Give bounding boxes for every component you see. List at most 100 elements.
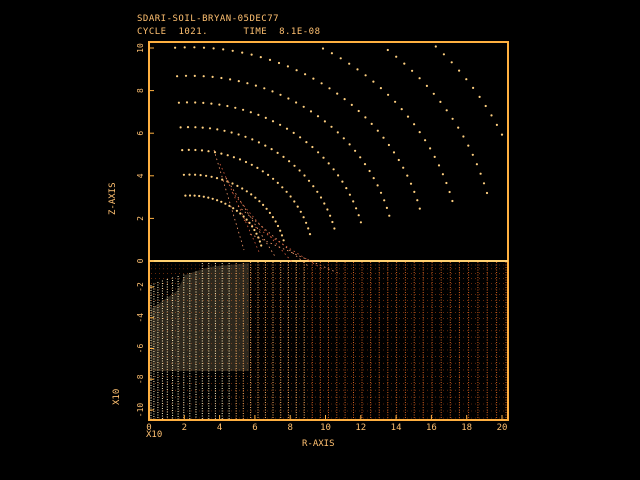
fluid-mesh-dot <box>232 156 235 159</box>
fluid-mesh-dot <box>210 175 213 178</box>
fluid-dot-field <box>174 45 504 275</box>
fluid-mesh-dot <box>268 211 271 214</box>
fluid-mesh-dot <box>388 214 391 217</box>
fluid-mesh-dot <box>281 186 284 189</box>
fluid-mesh-dot <box>223 129 226 132</box>
fluid-mesh-dot <box>383 199 386 202</box>
fluid-mesh-dot <box>232 207 235 210</box>
fluid-mesh-dot <box>200 149 204 152</box>
fluid-mesh-dot <box>251 225 254 228</box>
fluid-mesh-dot <box>226 154 229 157</box>
fluid-mesh-dot <box>230 131 233 134</box>
fluid-mesh-dot <box>451 117 454 120</box>
fluid-mesh-dot <box>181 149 184 152</box>
r-tick-label: 6 <box>252 423 257 433</box>
fluid-mesh-dot <box>429 147 432 150</box>
fluid-mesh-dot <box>312 77 315 80</box>
fluid-mesh-dot <box>354 149 357 152</box>
fluid-mesh-dot <box>355 207 358 210</box>
fluid-mesh-dot <box>211 197 214 200</box>
fluid-mesh-dot <box>411 69 414 72</box>
fluid-mesh-dot <box>213 151 217 154</box>
fluid-mesh-dot <box>403 62 406 65</box>
fluid-mesh-dot <box>425 84 428 87</box>
fluid-mesh-dot <box>457 126 460 129</box>
fluid-mesh-dot <box>336 131 339 134</box>
fluid-mesh-dot <box>202 195 205 198</box>
fluid-mesh-dot <box>434 45 437 48</box>
fluid-mesh-dot <box>263 87 266 90</box>
fluid-mesh-dot <box>376 129 379 132</box>
fluid-mesh-dot <box>448 190 451 194</box>
fluid-mesh-dot <box>184 74 188 77</box>
fluid-mesh-dot <box>364 74 367 77</box>
fluid-mesh-dot <box>194 173 197 176</box>
fluid-mesh-dot <box>277 61 281 65</box>
fluid-mesh-dot <box>292 131 295 134</box>
fluid-mesh-dot <box>479 172 482 175</box>
fluid-mesh-dot <box>235 209 238 212</box>
fluid-mesh-dot <box>250 53 253 56</box>
fluid-mesh-dot <box>370 122 373 125</box>
r-tick-label: 16 <box>426 423 437 433</box>
fluid-mesh-dot <box>254 196 257 199</box>
fluid-mesh-dot <box>248 221 251 224</box>
fluid-mesh-dot <box>274 220 277 223</box>
fluid-mesh-dot <box>485 191 489 195</box>
fluid-mesh-dot <box>246 82 249 85</box>
fluid-mesh-dot <box>490 114 493 117</box>
fluid-mesh-dot <box>229 78 232 81</box>
fluid-mesh-dot <box>194 148 197 152</box>
fluid-mesh-dot <box>307 179 311 182</box>
fluid-mesh-dot <box>242 215 245 218</box>
fluid-mesh-dot <box>202 75 205 78</box>
fluid-mesh-dot <box>245 190 248 193</box>
fluid-mesh-dot <box>298 169 301 172</box>
z-tick-label: 0 <box>136 258 145 263</box>
fluid-mesh-dot <box>372 80 375 83</box>
fluid-mesh-dot <box>255 232 258 235</box>
fluid-mesh-dot <box>193 74 196 77</box>
fluid-mesh-dot <box>280 234 284 237</box>
r-tick-label: 14 <box>391 423 402 433</box>
fluid-mesh-dot <box>484 104 487 108</box>
r-tick-label: 8 <box>287 423 292 433</box>
fluid-mesh-dot <box>397 158 400 162</box>
fluid-mesh-dot <box>472 86 475 89</box>
fluid-mesh-dot <box>242 108 245 111</box>
fluid-mesh-dot <box>293 164 296 167</box>
fluid-mesh-dot <box>239 212 242 215</box>
fluid-mesh-dot <box>261 170 264 173</box>
fluid-mesh-dot <box>238 158 242 161</box>
fluid-mesh-dot <box>293 200 296 203</box>
z-tick-label: 6 <box>136 131 145 136</box>
fluid-mesh-dot <box>348 62 351 65</box>
fluid-mesh-dot <box>327 162 330 165</box>
fluid-mesh-dot <box>305 221 308 224</box>
fluid-mesh-dot <box>409 182 413 185</box>
fluid-mesh-dot <box>450 61 453 64</box>
z-tick-label: -10 <box>136 403 145 418</box>
fluid-mesh-dot <box>268 58 272 62</box>
fluid-mesh-dot <box>500 133 504 136</box>
fluid-mesh-dot <box>257 141 260 144</box>
z-tick-label: 2 <box>136 216 145 221</box>
fluid-mesh-dot <box>285 127 289 130</box>
fluid-mesh-dot <box>207 196 210 199</box>
fluid-mesh-dot <box>249 111 252 114</box>
fluid-mesh-dot <box>289 195 292 198</box>
fluid-mesh-dot <box>326 208 329 211</box>
fluid-mesh-dot <box>400 108 403 111</box>
fluid-mesh-dot <box>245 218 248 221</box>
plot-title: SDARI-SOIL-BRYAN-05DEC77 <box>137 14 280 24</box>
fluid-mesh-dot <box>279 93 282 96</box>
fluid-mesh-dot <box>329 214 332 217</box>
fluid-mesh-dot <box>182 173 185 176</box>
fluid-mesh-dot <box>187 148 190 151</box>
fluid-mesh-dot <box>495 123 498 126</box>
fluid-mesh-dot <box>307 227 310 230</box>
fluid-mesh-dot <box>276 181 279 184</box>
fluid-mesh-dot <box>282 239 285 242</box>
crater-streak <box>213 149 245 251</box>
fluid-mesh-dot <box>231 182 234 185</box>
